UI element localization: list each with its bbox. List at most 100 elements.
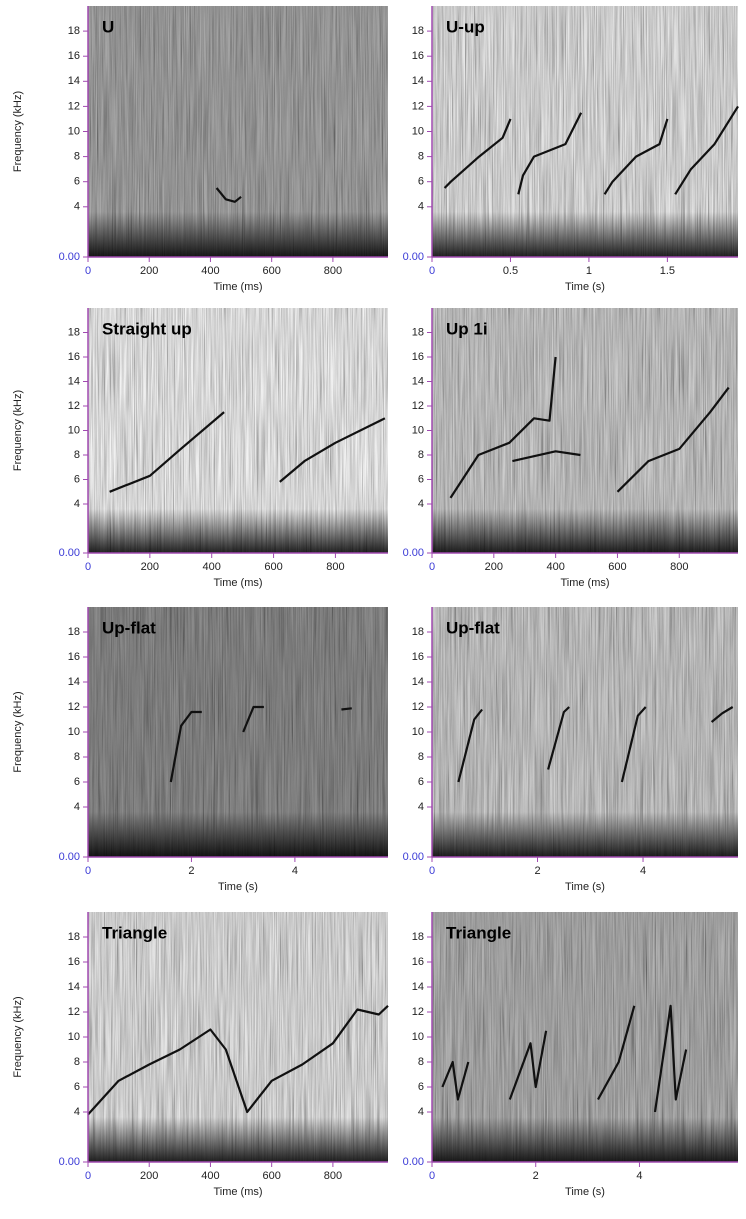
- y-tick-label: 18: [412, 25, 424, 37]
- x-tick-label: 1: [586, 265, 592, 277]
- low-frequency-noise: [88, 912, 388, 1162]
- y-tick-label: 8: [74, 1056, 80, 1068]
- y-tick-label: 14: [68, 981, 80, 993]
- call-contour: [169, 705, 352, 783]
- y-tick-label: 10: [412, 125, 424, 137]
- y-axis-label: Frequency (kHz): [12, 996, 24, 1077]
- y-tick-label: 18: [412, 326, 424, 338]
- y-tick-label: 10: [68, 1031, 80, 1043]
- x-tick-label: 2: [188, 865, 194, 877]
- y-tick-label: 12: [412, 701, 424, 713]
- x-tick-label: 0: [85, 265, 91, 277]
- x-tick-label: 800: [324, 1170, 342, 1182]
- call-contour: [215, 187, 242, 203]
- y-tick-label: 10: [412, 726, 424, 738]
- y-tick-label: 10: [68, 424, 80, 436]
- y-tick-label: 6: [74, 1081, 80, 1093]
- y-axis-label: Frequency (kHz): [12, 390, 24, 471]
- panel-title: U: [102, 17, 114, 36]
- x-tick-label: 0: [85, 1170, 91, 1182]
- y-tick-label: 0.00: [403, 851, 424, 863]
- call-contour: [87, 1005, 389, 1116]
- panel: 0.00 4 6 8 10 12 14 16 18 0 2 4 Time (s) Triangle: [403, 912, 738, 1198]
- call-contour: [441, 1004, 688, 1113]
- panel: 0.00 4 6 8 10 12 14 16 18 0 2 4 Time (s) Up-flat: [403, 607, 738, 893]
- panel: 0.00 4 6 8 10 12 14 16 18 0 200 400 600 800 Time (ms) U…: [403, 308, 738, 589]
- x-tick-label: 0: [429, 1170, 435, 1182]
- panel-title: Straight up: [102, 319, 192, 338]
- panel: 0.00 4 6 8 10 12 14 16 18 0 200 400 600 800 Time (ms) F…: [12, 308, 388, 589]
- low-frequency-noise: [432, 308, 738, 553]
- x-tick-label: 800: [326, 561, 344, 573]
- y-tick-label: 4: [74, 201, 80, 213]
- panel-title: Up-flat: [446, 618, 500, 637]
- y-tick-label: 4: [418, 801, 424, 813]
- y-tick-label: 6: [418, 776, 424, 788]
- y-tick-label: 16: [68, 351, 80, 363]
- panel: 0.00 4 6 8 10 12 14 16 18 0 0.5 1 1.5 Time (s) U-up: [403, 6, 739, 293]
- x-axis-label: Time (ms): [213, 1186, 262, 1198]
- y-tick-label: 14: [412, 375, 424, 387]
- x-axis-label: Time (ms): [213, 577, 262, 589]
- x-axis-label: Time (ms): [213, 281, 262, 293]
- y-tick-label: 12: [412, 400, 424, 412]
- y-tick-label: 10: [412, 424, 424, 436]
- x-axis-label: Time (s): [565, 281, 605, 293]
- y-tick-label: 8: [418, 449, 424, 461]
- call-contour: [457, 706, 734, 783]
- y-tick-label: 18: [412, 626, 424, 638]
- x-axis-label: Time (s): [565, 881, 605, 893]
- x-tick-label: 600: [608, 561, 626, 573]
- y-tick-label: 0.00: [403, 251, 424, 263]
- x-tick-label: 400: [203, 561, 221, 573]
- x-axis-label: Time (ms): [560, 577, 609, 589]
- y-tick-label: 10: [412, 1031, 424, 1043]
- y-tick-label: 14: [68, 75, 80, 87]
- y-tick-label: 0.00: [59, 1156, 80, 1168]
- x-axis-label: Time (s): [218, 881, 258, 893]
- x-tick-label: 0: [85, 561, 91, 573]
- y-tick-label: 4: [418, 1106, 424, 1118]
- x-tick-label: 0.5: [503, 265, 518, 277]
- y-tick-label: 8: [74, 151, 80, 163]
- x-tick-label: 1.5: [660, 265, 675, 277]
- low-frequency-noise: [88, 6, 388, 257]
- y-tick-label: 12: [412, 100, 424, 112]
- x-tick-label: 600: [264, 561, 282, 573]
- x-tick-label: 600: [262, 265, 280, 277]
- call-contour: [109, 411, 386, 493]
- x-tick-label: 800: [324, 265, 342, 277]
- y-tick-label: 6: [74, 176, 80, 188]
- y-tick-label: 0.00: [59, 251, 80, 263]
- y-axis-label: Frequency (kHz): [12, 91, 24, 172]
- panel-title: Triangle: [446, 923, 511, 942]
- x-tick-label: 4: [292, 865, 298, 877]
- y-tick-label: 0.00: [403, 1156, 424, 1168]
- y-tick-label: 12: [412, 1006, 424, 1018]
- y-tick-label: 16: [412, 351, 424, 363]
- y-tick-label: 14: [68, 676, 80, 688]
- y-tick-label: 0.00: [59, 547, 80, 559]
- y-tick-label: 8: [418, 1056, 424, 1068]
- y-tick-label: 14: [412, 981, 424, 993]
- call-contour: [443, 105, 739, 195]
- panel: 0.00 4 6 8 10 12 14 16 18 0 200 400 600 800 Time (ms) F…: [12, 6, 388, 293]
- low-frequency-noise: [88, 308, 388, 553]
- call-contour: [449, 356, 730, 499]
- y-tick-label: 16: [412, 956, 424, 968]
- y-tick-label: 6: [418, 176, 424, 188]
- x-tick-label: 0: [429, 561, 435, 573]
- y-tick-label: 16: [68, 50, 80, 62]
- panel: 0.00 4 6 8 10 12 14 16 18 0 2 4 Time (s) Frequency (k…: [12, 607, 388, 893]
- y-tick-label: 12: [68, 1006, 80, 1018]
- y-tick-label: 8: [418, 151, 424, 163]
- panel: 0.00 4 6 8 10 12 14 16 18 0 200 400 600 800 Time (ms) F…: [12, 912, 389, 1198]
- panel-title: Triangle: [102, 923, 167, 942]
- x-tick-label: 600: [262, 1170, 280, 1182]
- y-tick-label: 10: [68, 125, 80, 137]
- low-frequency-noise: [432, 912, 738, 1162]
- y-tick-label: 12: [68, 701, 80, 713]
- y-tick-label: 12: [68, 400, 80, 412]
- y-tick-label: 18: [68, 626, 80, 638]
- y-tick-label: 18: [412, 931, 424, 943]
